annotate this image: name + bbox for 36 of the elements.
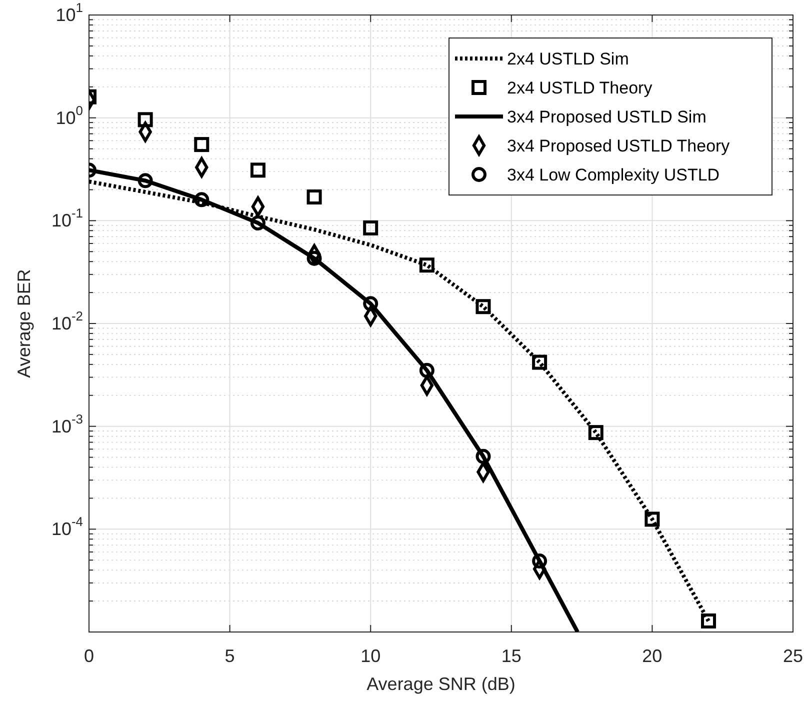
point: [250, 215, 266, 230]
point: [363, 220, 378, 236]
x-tick-label: 25: [782, 646, 804, 666]
legend-label: 3x4 Proposed USTLD Theory: [507, 136, 730, 156]
legend-label: 2x4 USTLD Theory: [507, 78, 653, 98]
legend-label: 2x4 USTLD Sim: [507, 50, 629, 68]
x-tick-label: 0: [84, 646, 94, 666]
y-tick-label: 10$^{-4}$: [51, 514, 83, 540]
x-axis-title: Average SNR (dB): [366, 674, 516, 694]
y-axis-title: Average BER: [14, 269, 34, 378]
y-tick-label: 10$^{1}$: [56, 0, 83, 25]
x-tick-label: 15: [501, 646, 522, 666]
point: [644, 512, 660, 527]
point: [250, 162, 266, 178]
point: [701, 613, 716, 628]
point: [419, 362, 434, 378]
y-tick-label: 10$^{-3}$: [51, 411, 83, 436]
y-tick-label: 10$^{-1}$: [51, 206, 83, 231]
point: [419, 258, 434, 273]
point: [306, 189, 322, 204]
point: [588, 425, 604, 440]
point: [532, 554, 548, 569]
point: [138, 112, 153, 128]
point: [194, 137, 210, 152]
x-tick-label: 20: [642, 646, 662, 666]
point: [532, 354, 548, 370]
point: [138, 173, 153, 188]
x-tick-label: 10: [360, 646, 381, 666]
point: [476, 299, 491, 314]
legend-label: 3x4 Proposed USTLD Sim: [507, 108, 706, 126]
legend-label: 3x4 Low Complexity USTLD: [507, 166, 720, 184]
point: [194, 192, 210, 208]
x-tick-label: 5: [224, 646, 235, 666]
y-tick-label: 10$^{-2}$: [51, 308, 83, 334]
y-tick-label: 10$^{0}$: [56, 102, 83, 128]
point: [476, 448, 491, 464]
